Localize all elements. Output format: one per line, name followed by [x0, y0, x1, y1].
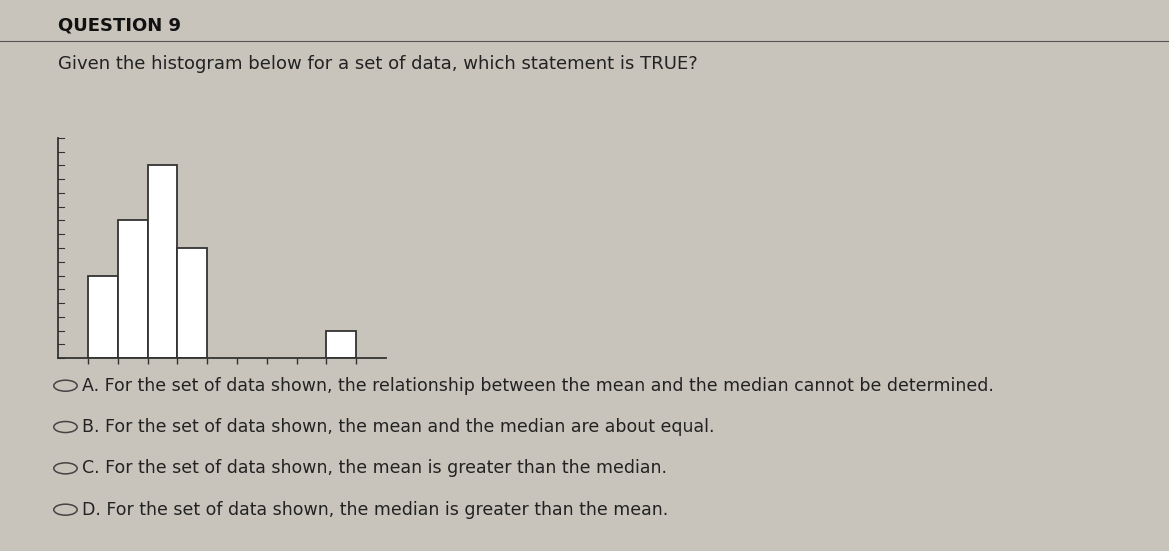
Text: A. For the set of data shown, the relationship between the mean and the median c: A. For the set of data shown, the relati… [82, 377, 994, 395]
FancyBboxPatch shape [178, 248, 207, 358]
FancyBboxPatch shape [326, 331, 357, 358]
Text: D. For the set of data shown, the median is greater than the mean.: D. For the set of data shown, the median… [82, 501, 667, 518]
FancyBboxPatch shape [147, 165, 178, 358]
FancyBboxPatch shape [118, 220, 147, 358]
Text: Given the histogram below for a set of data, which statement is TRUE?: Given the histogram below for a set of d… [58, 55, 698, 73]
Text: QUESTION 9: QUESTION 9 [58, 17, 181, 35]
FancyBboxPatch shape [88, 276, 118, 358]
Text: C. For the set of data shown, the mean is greater than the median.: C. For the set of data shown, the mean i… [82, 460, 666, 477]
Text: B. For the set of data shown, the mean and the median are about equal.: B. For the set of data shown, the mean a… [82, 418, 714, 436]
